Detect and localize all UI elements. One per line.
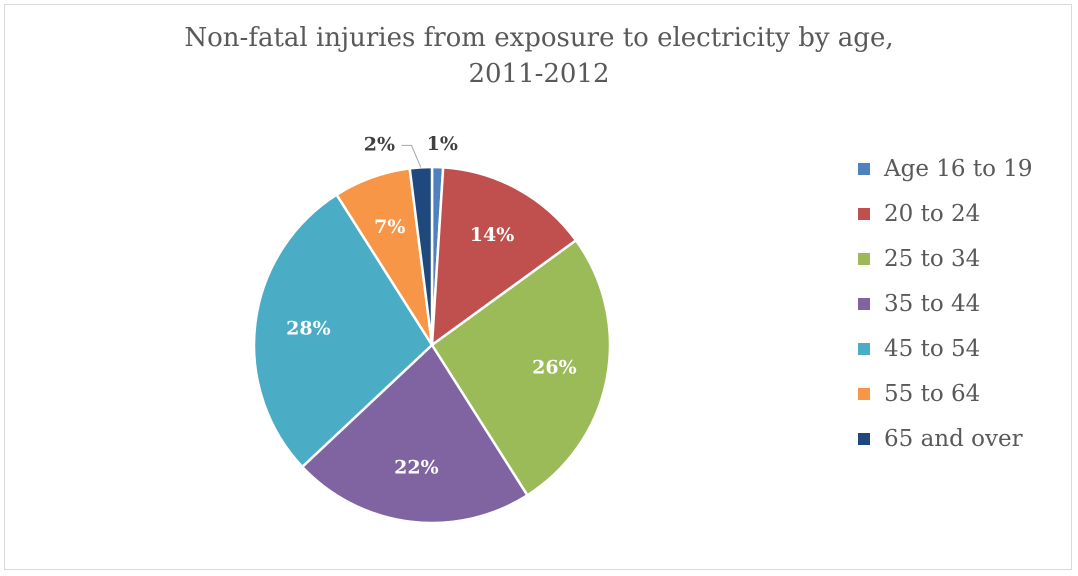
legend-swatch-age-16-to-19 [858, 162, 870, 175]
data-label-20-to-24: 14% [470, 224, 515, 246]
data-label-45-to-54: 28% [286, 317, 331, 339]
legend-swatch-45-to-54 [858, 342, 870, 355]
legend-item-65-and-over: 65 and over [858, 416, 1072, 461]
legend-swatch-25-to-34 [858, 252, 870, 265]
legend-label-25-to-34: 25 to 34 [884, 245, 981, 272]
legend-item-35-to-44: 35 to 44 [858, 281, 1072, 326]
pie-slice-25-to-34 [430, 238, 612, 498]
data-label-35-to-44: 22% [394, 457, 439, 479]
legend-item-55-to-64: 55 to 64 [858, 371, 1072, 416]
legend-item-age-16-to-19: Age 16 to 19 [858, 146, 1072, 191]
legend-swatch-55-to-64 [858, 387, 870, 400]
legend-label-20-to-24: 20 to 24 [884, 200, 981, 227]
legend-label-35-to-44: 35 to 44 [884, 290, 981, 317]
legend-label-age-16-to-19: Age 16 to 19 [884, 155, 1033, 182]
legend-label-55-to-64: 55 to 64 [884, 380, 981, 407]
data-label-25-to-34: 26% [532, 356, 577, 378]
chart-title-line-1: Non-fatal injuries from exposure to elec… [184, 23, 894, 53]
legend-label-65-and-over: 65 and over [884, 425, 1023, 452]
pie-slice-35-to-44 [300, 343, 530, 525]
data-label-age-16-to-19: 1% [427, 133, 458, 155]
pie-slice-20-to-24 [430, 166, 578, 348]
data-label-55-to-64: 7% [374, 216, 405, 238]
pie-slice-45-to-54 [252, 192, 434, 469]
legend-swatch-20-to-24 [858, 207, 870, 220]
legend-item-45-to-54: 45 to 54 [858, 326, 1072, 371]
legend-swatch-35-to-44 [858, 297, 870, 310]
legend-item-20-to-24: 20 to 24 [858, 191, 1072, 236]
chart-title-line-2: 2011-2012 [468, 59, 610, 89]
pie-slice-65-and-over [408, 165, 434, 346]
legend-item-25-to-34: 25 to 34 [858, 236, 1072, 281]
chart-title: Non-fatal injuries from exposure to elec… [0, 20, 1078, 92]
chart-legend: Age 16 to 19 20 to 24 25 to 34 35 to 44 45 t… [858, 146, 1072, 461]
leader-line-65-and-over [401, 144, 422, 168]
legend-label-45-to-54: 45 to 54 [884, 335, 981, 362]
legend-swatch-65-and-over [858, 432, 870, 445]
data-label-65-and-over: 2% [364, 133, 395, 155]
